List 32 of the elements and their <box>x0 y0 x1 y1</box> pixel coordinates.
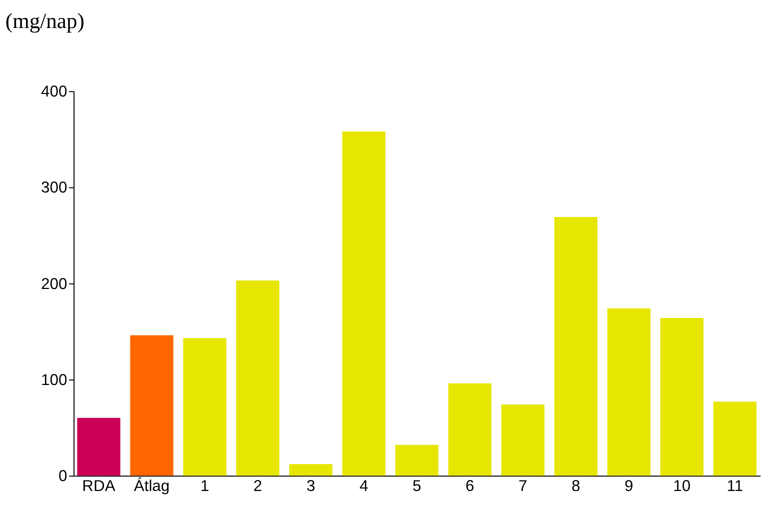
y-axis-title: (mg/nap) <box>5 8 84 33</box>
bar <box>130 335 174 476</box>
x-tick-label: Átlag <box>134 476 170 495</box>
bar <box>342 132 386 476</box>
bar <box>501 404 544 476</box>
x-tick-label: 3 <box>306 478 316 495</box>
bar <box>448 383 492 476</box>
bar <box>554 217 598 476</box>
x-tick-label: 7 <box>518 478 528 495</box>
x-tick-label: 8 <box>572 478 581 495</box>
x-tick-label: 2 <box>253 478 262 495</box>
bar <box>236 280 280 476</box>
x-tick-label: 10 <box>673 478 691 495</box>
y-tick-label: 0 <box>58 468 68 485</box>
y-tick-label: 400 <box>40 84 68 101</box>
bar <box>183 338 226 476</box>
x-tick-label: 6 <box>465 478 474 495</box>
bar <box>77 418 120 476</box>
bar <box>713 402 756 476</box>
y-tick-label: 100 <box>40 372 68 389</box>
x-tick-label: 4 <box>359 478 368 495</box>
x-tick-label: 5 <box>412 478 422 495</box>
y-tick-label: 200 <box>40 276 68 293</box>
bar <box>289 464 332 476</box>
y-tick-label: 300 <box>40 180 68 197</box>
x-tick-label: 1 <box>200 478 210 495</box>
x-tick-label: 11 <box>726 478 744 495</box>
x-tick-label: RDA <box>82 478 116 495</box>
bar <box>395 444 438 476</box>
bar <box>607 308 650 476</box>
bar <box>660 318 704 476</box>
x-tick-label: 9 <box>624 478 634 495</box>
